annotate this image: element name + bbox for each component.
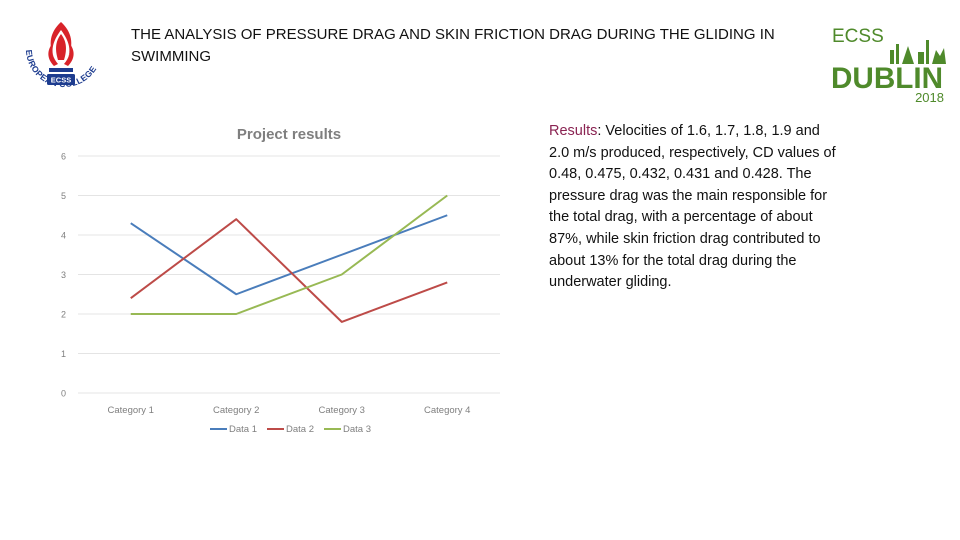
- series-line-1: [130, 214, 448, 296]
- ecss-dublin-2018-logo: ECSS DUBLIN 2018: [831, 26, 946, 104]
- slide-title: THE ANALYSIS OF PRESSURE DRAG AND SKIN F…: [131, 26, 775, 65]
- legend-label: Data 2: [286, 424, 314, 435]
- y-tick-label: 5: [61, 191, 66, 201]
- y-tick-label: 4: [61, 231, 66, 241]
- series-line-3: [130, 194, 448, 315]
- results-paragraph: Results: Velocities of 1.6, 1.7, 1.8, 1.…: [549, 121, 839, 294]
- x-tick-label: Category 1: [108, 405, 154, 416]
- flame-icon: [48, 22, 74, 66]
- logo-ecss-text: ECSS: [832, 26, 884, 47]
- results-colon: :: [597, 123, 602, 139]
- y-tick-label: 1: [61, 349, 66, 359]
- results-body: Velocities of 1.6, 1.7, 1.8, 1.9 and 2.0…: [549, 123, 836, 291]
- ecss-logo: EUROPEAN COLLEGE of SPORT SCIENCE ECSS: [14, 14, 99, 89]
- legend-label: Data 3: [343, 424, 371, 435]
- y-axis-tick-labels: 0 1 2 3 4 5 6: [61, 152, 66, 399]
- chart-series: [130, 194, 448, 323]
- legend-label: Data 1: [229, 424, 257, 435]
- chart-legend: Data 1 Data 2 Data 3: [210, 424, 371, 435]
- skyline-icon: [890, 40, 946, 64]
- y-tick-label: 0: [61, 389, 66, 399]
- logo-dublin-text: DUBLIN: [831, 62, 943, 95]
- y-tick-label: 3: [61, 270, 66, 280]
- chart-title: Project results: [237, 126, 341, 143]
- logo-badge-text: ECSS: [51, 76, 71, 85]
- x-tick-label: Category 3: [319, 405, 365, 416]
- y-tick-label: 6: [61, 152, 66, 162]
- x-tick-label: Category 4: [424, 405, 470, 416]
- logo-year-text: 2018: [915, 90, 944, 104]
- x-axis-tick-labels: Category 1 Category 2 Category 3 Category 4: [108, 405, 471, 416]
- series-line-2: [130, 218, 448, 323]
- x-tick-label: Category 2: [213, 405, 259, 416]
- y-tick-label: 2: [61, 310, 66, 320]
- results-label: Results: [549, 123, 598, 139]
